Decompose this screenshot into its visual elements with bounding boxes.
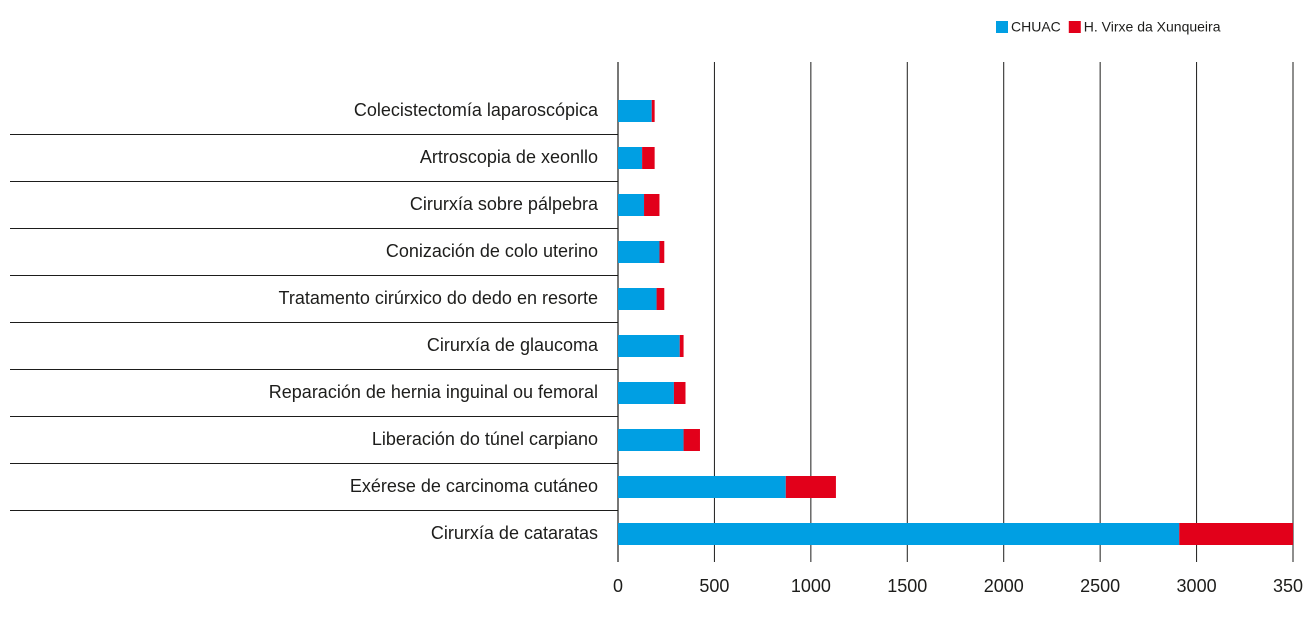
y-tick-label: Cirurxía sobre pálpebra <box>410 194 599 214</box>
bar-segment <box>683 429 700 451</box>
x-tick-label: 3500 <box>1273 576 1303 596</box>
bar-segment <box>656 288 665 310</box>
bar-segment <box>618 100 652 122</box>
bar-segment <box>644 194 660 216</box>
legend-label: H. Virxe da Xunqueira <box>1084 19 1221 35</box>
y-tick-label: Reparación de hernia inguinal ou femoral <box>269 382 598 402</box>
bar-segment <box>618 476 786 498</box>
y-tick-label: Colecistectomía laparoscópica <box>354 100 599 120</box>
bar-segment <box>618 147 643 169</box>
x-tick-label: 0 <box>613 576 623 596</box>
y-tick-label: Exérese de carcinoma cutáneo <box>350 476 598 496</box>
x-tick-label: 2000 <box>984 576 1024 596</box>
bar-segment <box>651 100 655 122</box>
x-tick-label: 1500 <box>887 576 927 596</box>
y-tick-label: Tratamento cirúrxico do dedo en resorte <box>279 288 599 308</box>
bar-segment <box>618 382 674 404</box>
x-tick-label: 2500 <box>1080 576 1120 596</box>
legend-swatch <box>1068 21 1081 33</box>
y-tick-label: Cirurxía de glaucoma <box>427 335 599 355</box>
bar-segment <box>679 335 684 357</box>
bar-segment <box>642 147 655 169</box>
y-tick-label: Conización de colo uterino <box>386 241 598 261</box>
bar-segment <box>618 241 660 263</box>
bar-segment <box>618 429 684 451</box>
bar-segment <box>618 335 680 357</box>
x-tick-label: 500 <box>699 576 729 596</box>
x-tick-label: 1000 <box>791 576 831 596</box>
bar-segment <box>618 523 1180 545</box>
bar-segment <box>618 288 657 310</box>
y-tick-label: Liberación do túnel carpiano <box>372 429 598 449</box>
bar-segment <box>1179 523 1293 545</box>
bar-segment <box>659 241 665 263</box>
legend-label: CHUAC <box>1011 19 1061 35</box>
bar-segment <box>618 194 645 216</box>
y-tick-label: Cirurxía de cataratas <box>431 523 598 543</box>
bar-segment <box>673 382 686 404</box>
x-tick-label: 3000 <box>1177 576 1217 596</box>
bar-segment <box>785 476 836 498</box>
y-tick-label: Artroscopia de xeonllo <box>420 147 598 167</box>
legend-swatch <box>996 21 1008 33</box>
